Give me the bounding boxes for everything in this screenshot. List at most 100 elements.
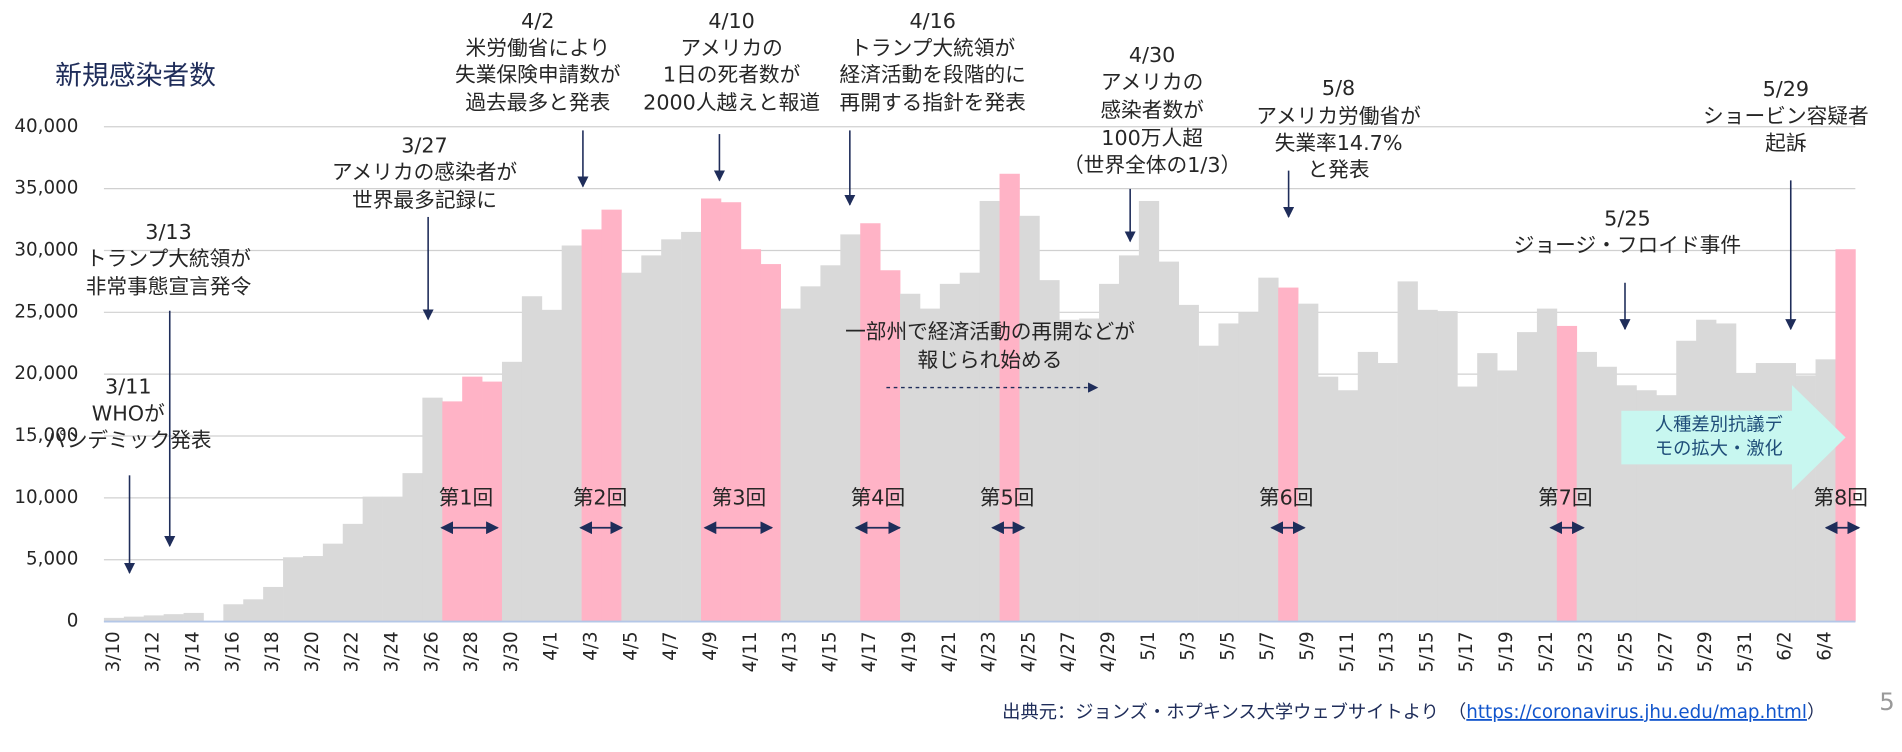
bar	[183, 612, 204, 622]
x-tick-label: 5/17	[1456, 631, 1477, 672]
x-tick-label: 4/21	[939, 631, 960, 672]
x-tick-label: 4/9	[700, 631, 721, 660]
bar	[720, 202, 742, 622]
x-tick-label: 4/19	[899, 631, 920, 672]
x-tick-label: 4/5	[620, 631, 641, 660]
source-link[interactable]: https://coronavirus.jhu.edu/map.html	[1466, 702, 1807, 723]
bar	[1457, 386, 1478, 622]
annotation: 2000人越えと報道	[643, 91, 820, 115]
bar	[302, 556, 324, 622]
y-tick-label: 35,000	[14, 178, 78, 199]
bar	[1437, 311, 1458, 622]
bar	[740, 249, 762, 622]
x-tick-label: 4/27	[1058, 631, 1079, 672]
bar	[521, 296, 543, 622]
x-tick-label: 5/5	[1217, 631, 1238, 660]
source: 出典元：ジョンズ・ホプキンス大学ウェブサイトより （https://corona…	[1002, 701, 1825, 723]
x-tick-label: 4/13	[780, 631, 801, 672]
bar	[322, 543, 344, 622]
bar	[223, 604, 244, 622]
bar	[1099, 283, 1120, 622]
round-label: 第8回	[1813, 485, 1868, 509]
bar	[382, 496, 403, 622]
round-label: 第3回	[712, 485, 767, 509]
x-tick-label: 3/26	[421, 631, 442, 672]
bar	[1497, 370, 1518, 622]
bar	[1138, 200, 1160, 622]
annotation: 3/13	[145, 220, 192, 244]
bar	[1218, 323, 1239, 622]
x-tick-label: 5/31	[1735, 631, 1756, 672]
x-tick-label: 3/22	[342, 631, 363, 672]
round-label: 第1回	[439, 485, 494, 509]
bar	[1755, 363, 1777, 622]
chart-title: 新規感染者数	[55, 60, 216, 91]
annotation: 過去最多と発表	[465, 91, 610, 115]
bar	[1417, 309, 1438, 622]
annotation: 失業率14.7%	[1275, 131, 1403, 155]
bar	[1357, 351, 1379, 622]
annotation: トランプ大統領が	[86, 247, 251, 271]
bar	[1716, 323, 1737, 622]
x-tick-label: 4/23	[979, 631, 1000, 672]
x-tick-label: 5/9	[1297, 631, 1318, 660]
annotation: アメリカの	[680, 36, 782, 60]
bar	[959, 272, 981, 622]
annotation: 米労働省により	[466, 36, 611, 60]
x-tick-label: 5/25	[1615, 631, 1636, 672]
bar	[1735, 372, 1757, 622]
bar	[1397, 281, 1418, 622]
x-tick-label: 5/13	[1377, 631, 1398, 672]
annotation: 4/30	[1129, 43, 1176, 67]
bar	[1059, 319, 1080, 622]
bar	[601, 209, 622, 622]
bar	[641, 255, 662, 622]
bar	[1377, 363, 1398, 622]
bar	[1238, 312, 1259, 622]
bar	[123, 616, 145, 622]
x-tick-label: 3/20	[302, 631, 323, 672]
bar	[1317, 376, 1339, 622]
round-label: 第5回	[980, 485, 1035, 509]
x-tick-label: 5/15	[1416, 631, 1437, 672]
annotation: （世界全体の1/3）	[1063, 153, 1241, 177]
x-tick-label: 5/3	[1178, 631, 1199, 660]
source-text: 出典元：ジョンズ・ホプキンス大学ウェブサイトより （	[1002, 701, 1466, 723]
x-tick-label: 5/11	[1337, 631, 1358, 672]
annotation: 3/27	[401, 133, 447, 157]
bar	[1298, 303, 1319, 622]
bar	[1118, 255, 1140, 622]
annotation: 感染者数が	[1100, 98, 1204, 122]
bar	[283, 557, 304, 622]
y-tick-label: 25,000	[14, 301, 78, 322]
annotation: トランプ大統領が	[850, 36, 1015, 60]
x-tick-label: 4/11	[740, 631, 761, 672]
bar	[760, 264, 781, 622]
annotation: 失業保険申請数が	[455, 63, 621, 87]
bar	[1278, 287, 1299, 622]
bar	[263, 586, 284, 622]
annotation: 世界最多記録に	[352, 188, 497, 212]
y-tick-label: 40,000	[14, 116, 78, 137]
annotation: 3/11	[105, 375, 152, 399]
bar	[979, 200, 1000, 622]
annotation: 再開する指針を発表	[840, 91, 1027, 115]
annotation: 100万人超	[1101, 126, 1203, 150]
bar	[1079, 318, 1100, 622]
bar	[681, 231, 702, 622]
bar	[541, 309, 563, 622]
callout-arrow	[1621, 385, 1846, 490]
bar	[1517, 332, 1538, 622]
bar	[860, 223, 881, 622]
x-tick-label: 5/19	[1496, 631, 1517, 672]
annotation: ショービン容疑者	[1703, 104, 1869, 128]
callout-text: 人種差別抗議デ	[1655, 414, 1783, 435]
bar	[1556, 325, 1578, 622]
x-tick-label: 4/25	[1018, 631, 1039, 672]
bar	[780, 308, 801, 622]
bar	[1696, 319, 1717, 622]
bar	[1477, 353, 1498, 622]
bar	[482, 381, 503, 622]
round-label: 第2回	[573, 485, 628, 509]
annotation: 5/8	[1322, 76, 1355, 100]
